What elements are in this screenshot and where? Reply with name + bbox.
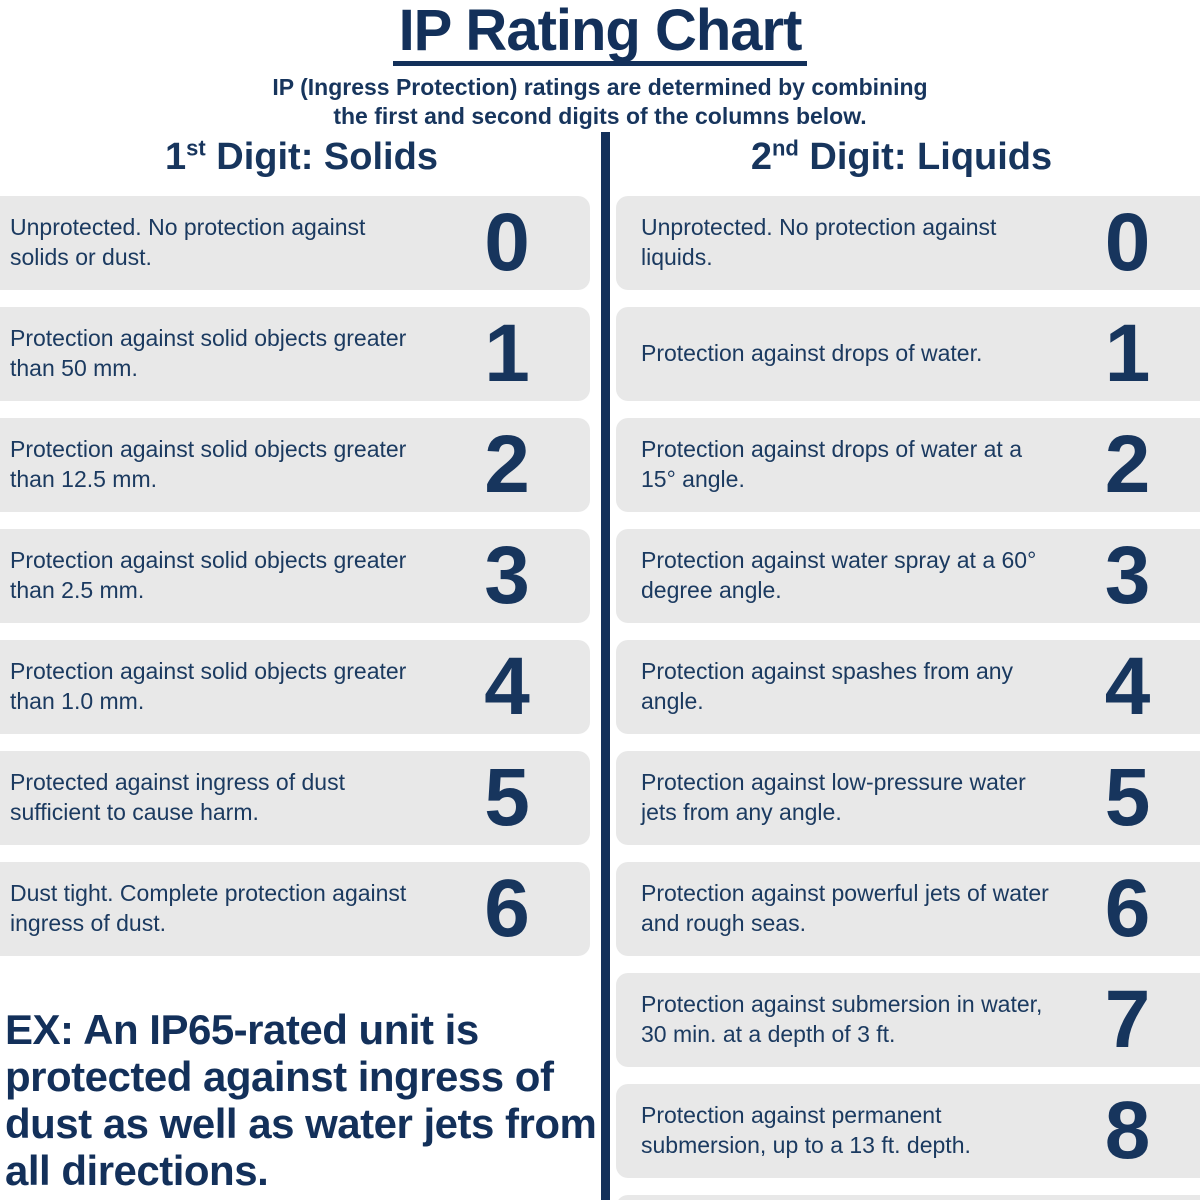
rating-card: Protection against water spray at a 60° …	[616, 529, 1200, 623]
rating-card: Protection against submersion in water, …	[616, 973, 1200, 1067]
solids-rows: Unprotected. No protection against solid…	[0, 196, 603, 956]
rating-description: Protection against drops of water.	[641, 340, 983, 367]
rating-digit: 2	[1104, 419, 1151, 511]
page-header: IP Rating Chart IP (Ingress Protection) …	[0, 0, 1200, 130]
rating-card: Protection against solid objects greater…	[0, 418, 590, 512]
page-title: IP Rating Chart	[392, 2, 808, 66]
rating-digit: 1	[484, 308, 530, 400]
rating-digit: 1	[1104, 308, 1151, 400]
solids-heading-number: 1	[165, 136, 187, 178]
rating-digit: 6	[1104, 863, 1151, 955]
rating-card: Protection against solid objects greater…	[0, 529, 590, 623]
rating-card: Unprotected. No protection against solid…	[0, 196, 590, 290]
page-subtitle: IP (Ingress Protection) ratings are dete…	[0, 73, 1200, 132]
rating-columns: 1st Digit: Solids Unprotected. No protec…	[0, 130, 1200, 1200]
rating-card: Protection against drops of water at a 1…	[616, 418, 1200, 512]
rating-card: Protection against solid objects greater…	[0, 640, 590, 734]
liquids-heading-ordinal: nd	[771, 135, 799, 161]
rating-digit: 0	[484, 197, 530, 289]
liquids-column: 2nd Digit: Liquids Unprotected. No prote…	[603, 130, 1200, 1200]
rating-description: Unprotected. No protection against solid…	[10, 214, 366, 270]
liquids-heading-number: 2	[750, 136, 772, 178]
rating-card: Protection against spashes from any angl…	[616, 640, 1200, 734]
rating-description: Protection against spashes from any angl…	[641, 658, 1014, 714]
rating-description: Protection against low-pressure water je…	[641, 769, 1026, 825]
rating-digit: 4	[484, 641, 530, 733]
rating-digit: 5	[484, 752, 530, 844]
rating-description: Unprotected. No protection against liqui…	[641, 214, 997, 270]
rating-digit: 0	[1104, 197, 1151, 289]
rating-card: Dust tight. Complete protection against …	[0, 862, 590, 956]
rating-description: Protection against water spray at a 60° …	[641, 547, 1037, 603]
rating-card: Unprotected. No protection against liqui…	[616, 196, 1200, 290]
rating-description: Protection against submersion in water, …	[641, 991, 1043, 1047]
solids-heading-ordinal: st	[186, 135, 206, 161]
rating-description: Protection against solid objects greater…	[10, 436, 407, 492]
rating-card: Protection against permanent submersion,…	[616, 1084, 1200, 1178]
solids-column: 1st Digit: Solids Unprotected. No protec…	[0, 130, 603, 1194]
rating-card: Protection against solid objects greater…	[0, 307, 590, 401]
solids-column-heading: 1st Digit: Solids	[0, 130, 603, 196]
rating-digit: 8	[1104, 1085, 1151, 1177]
rating-digit: 2	[484, 419, 530, 511]
rating-description: Dust tight. Complete protection against …	[10, 880, 407, 936]
rating-digit: 4	[1104, 641, 1151, 733]
rating-digit: 7	[1104, 974, 1151, 1066]
rating-digit: 6	[484, 863, 530, 955]
rating-card: Protection against drops of water. 1	[616, 307, 1200, 401]
rating-digit: 3	[484, 530, 530, 622]
rating-description: Protection against drops of water at a 1…	[641, 436, 1022, 492]
rating-description: Protection against powerful jets of wate…	[641, 880, 1049, 936]
subtitle-line-2: the first and second digits of the colum…	[333, 103, 867, 130]
rating-card: Protection against powerful jets of wate…	[616, 862, 1200, 956]
rating-card: Protection against low-pressure water je…	[616, 751, 1200, 845]
liquids-rows: Unprotected. No protection against liqui…	[603, 196, 1200, 1178]
liquids-heading-text: Digit: Liquids	[798, 136, 1053, 178]
rating-description: Protection against permanent submersion,…	[641, 1102, 971, 1158]
subtitle-line-1: IP (Ingress Protection) ratings are dete…	[272, 74, 928, 100]
example-note: EX: An IP65-rated unit is protected agai…	[5, 1006, 597, 1194]
column-divider	[601, 132, 610, 1200]
rating-digit: 5	[1104, 752, 1151, 844]
partial-card-next-row	[616, 1195, 1200, 1200]
rating-description: Protection against solid objects greater…	[10, 547, 407, 603]
rating-digit: 3	[1104, 530, 1151, 622]
rating-description: Protection against solid objects greater…	[10, 658, 407, 714]
solids-heading-text: Digit: Solids	[205, 136, 438, 178]
rating-description: Protected against ingress of dust suffic…	[10, 769, 345, 825]
rating-card: Protected against ingress of dust suffic…	[0, 751, 590, 845]
rating-description: Protection against solid objects greater…	[10, 325, 407, 381]
liquids-column-heading: 2nd Digit: Liquids	[603, 130, 1200, 196]
